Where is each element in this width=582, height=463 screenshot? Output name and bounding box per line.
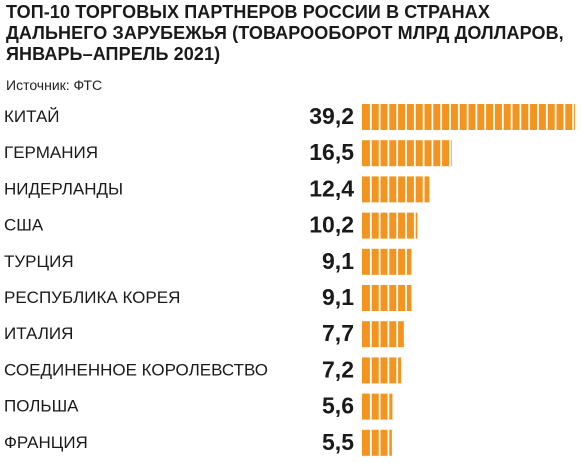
category-label: ГЕРМАНИЯ <box>4 143 98 162</box>
value-label: 12,4 <box>309 175 354 201</box>
category-label: РЕСПУБЛИКА КОРЕЯ <box>4 288 180 307</box>
bar <box>362 393 393 420</box>
bar <box>362 429 392 456</box>
category-label: ТУРЦИЯ <box>4 252 74 271</box>
category-label: НИДЕРЛАНДЫ <box>4 179 123 198</box>
value-label: 5,6 <box>322 393 354 419</box>
bar-row: ПОЛЬША 5,6 <box>4 393 393 420</box>
chart-title: ТОП-10 ТОРГОВЫХ ПАРТНЕРОВ РОССИИ В СТРАН… <box>6 2 564 64</box>
category-label: ИТАЛИЯ <box>4 324 73 343</box>
bar <box>362 357 402 384</box>
bar-row: ТУРЦИЯ 9,1 <box>4 248 412 275</box>
bar-row: СОЕДИНЕННОЕ КОРОЛЕВСТВО 7,2 <box>4 356 402 384</box>
bar <box>362 248 412 275</box>
bar <box>362 176 430 203</box>
category-label: США <box>4 216 44 235</box>
value-label: 5,5 <box>322 429 354 455</box>
category-label: ПОЛЬША <box>4 397 79 416</box>
value-label: 9,1 <box>322 248 354 274</box>
bar-row: ФРАНЦИЯ 5,5 <box>4 429 392 456</box>
bar-row: НИДЕРЛАНДЫ 12,4 <box>4 175 430 203</box>
value-label: 9,1 <box>322 284 354 310</box>
bar-row: США 10,2 <box>4 212 418 239</box>
bar-row: ИТАЛИЯ 7,7 <box>4 320 404 348</box>
category-label: КИТАЙ <box>4 107 60 126</box>
value-label: 7,7 <box>322 320 354 346</box>
value-label: 10,2 <box>309 212 354 238</box>
category-label: СОЕДИНЕННОЕ КОРОЛЕВСТВО <box>4 360 268 379</box>
category-label: ФРАНЦИЯ <box>4 433 88 452</box>
bar-chart: КИТАЙ 39,2 ГЕРМАНИЯ 16,5 НИДЕРЛАНДЫ 12,4 США 10… <box>4 103 575 456</box>
value-label: 39,2 <box>309 103 354 129</box>
value-label: 16,5 <box>309 139 354 165</box>
bar-row: ГЕРМАНИЯ 16,5 <box>4 139 452 167</box>
bar-row: КИТАЙ 39,2 <box>4 103 575 130</box>
bar-row: РЕСПУБЛИКА КОРЕЯ 9,1 <box>4 284 412 311</box>
source-note: Источник: ФТС <box>6 77 103 93</box>
bar <box>362 285 412 311</box>
value-label: 7,2 <box>322 356 354 382</box>
